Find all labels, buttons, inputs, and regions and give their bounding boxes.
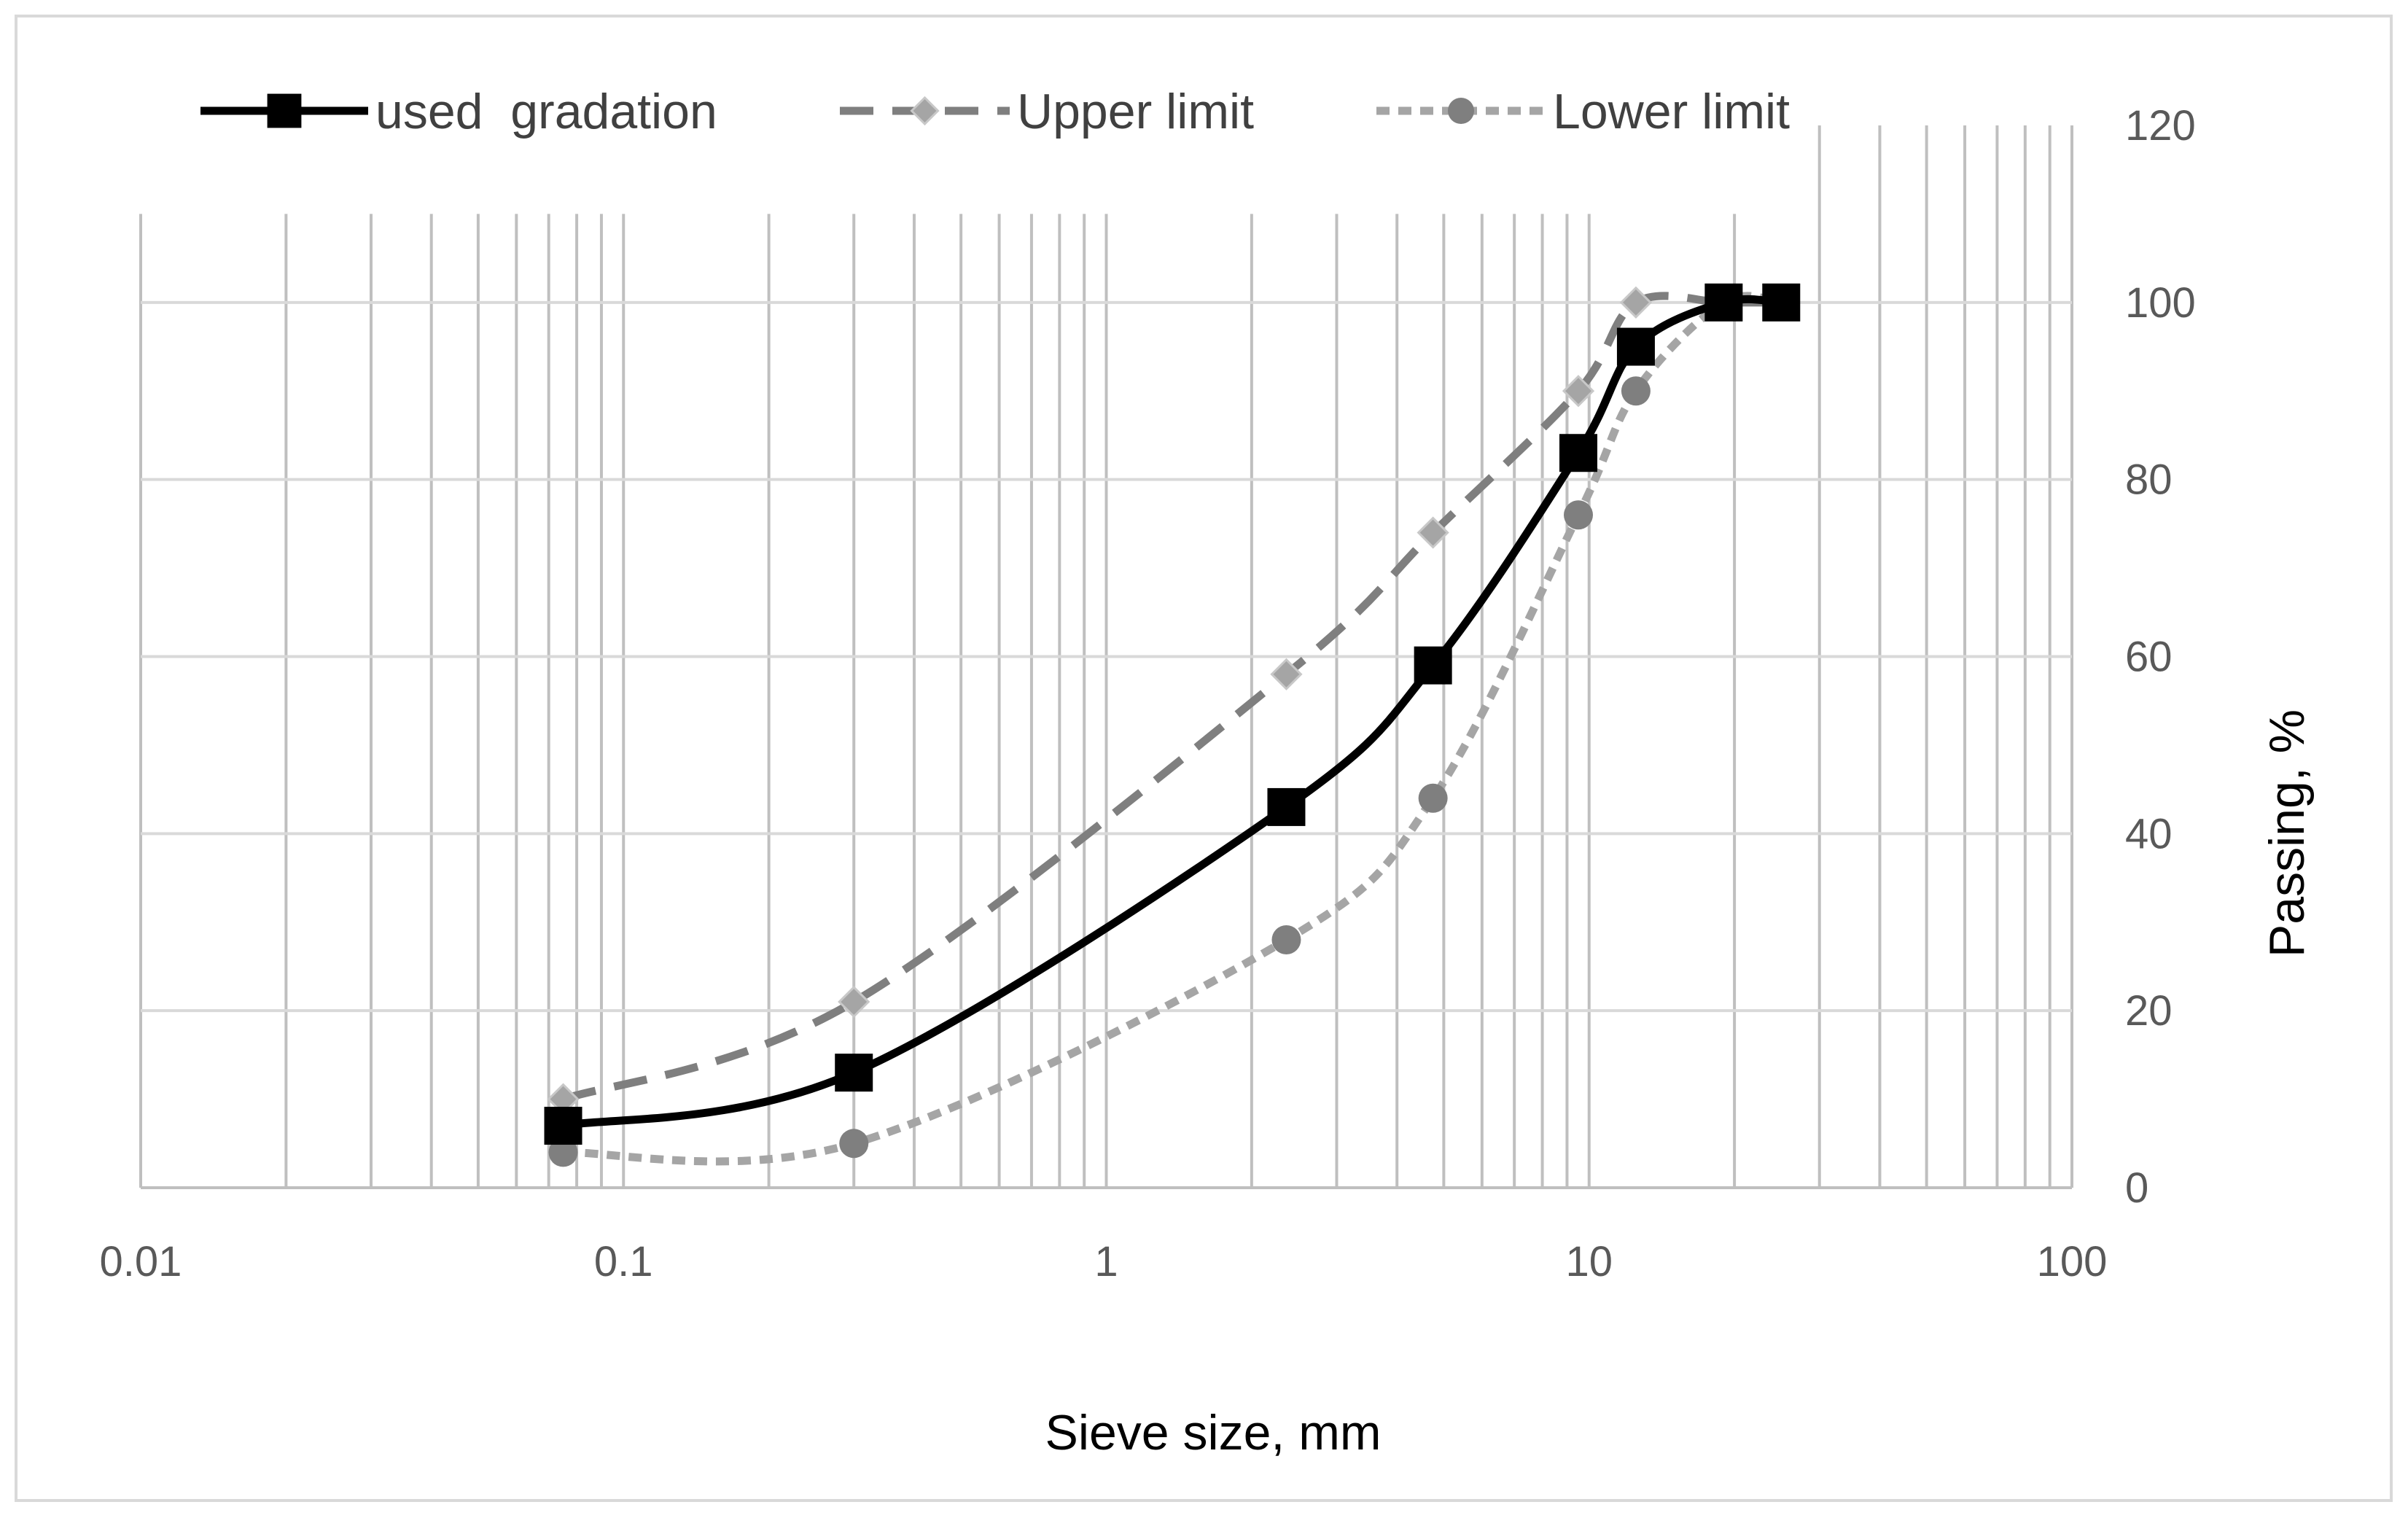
data-point bbox=[1559, 434, 1597, 472]
legend-label: used gradation bbox=[375, 84, 717, 139]
data-point bbox=[1562, 375, 1595, 408]
y-tick-label: 120 bbox=[2125, 102, 2196, 149]
data-point bbox=[838, 985, 870, 1019]
legend: used gradation Upper limit Lower limit bbox=[200, 84, 1790, 139]
data-point bbox=[1417, 516, 1449, 549]
data-point bbox=[1270, 658, 1303, 690]
y-axis-title: Passing, % bbox=[2259, 709, 2315, 957]
data-point bbox=[1619, 286, 1653, 319]
series-markers bbox=[544, 283, 1801, 1167]
y-tick-label: 40 bbox=[2125, 810, 2173, 857]
y-tick-label: 20 bbox=[2125, 987, 2173, 1035]
data-point bbox=[1616, 327, 1655, 366]
data-point bbox=[839, 1129, 869, 1159]
x-tick-label: 1 bbox=[1094, 1238, 1118, 1285]
data-point bbox=[544, 1107, 582, 1145]
x-tick-label: 0.1 bbox=[594, 1238, 653, 1285]
grid bbox=[139, 125, 2073, 1189]
x-axis-title: Sieve size, mm bbox=[1045, 1405, 1382, 1460]
x-tick-label: 10 bbox=[1565, 1238, 1613, 1285]
data-point bbox=[1267, 787, 1306, 826]
x-tick-label: 100 bbox=[2037, 1238, 2108, 1285]
data-point bbox=[1704, 283, 1743, 322]
y-tick-label: 100 bbox=[2125, 279, 2196, 327]
series-lines bbox=[559, 292, 1785, 1166]
legend-label: Upper limit bbox=[1017, 84, 1254, 139]
data-point bbox=[548, 1137, 578, 1167]
series-line-1 bbox=[561, 292, 1782, 1103]
x-tick-label: 0.01 bbox=[100, 1238, 182, 1285]
data-point bbox=[835, 1054, 873, 1092]
legend-label: Lower limit bbox=[1553, 84, 1790, 139]
data-point bbox=[1414, 646, 1452, 685]
legend-marker bbox=[267, 93, 302, 128]
data-point bbox=[1418, 783, 1448, 813]
y-tick-label: 80 bbox=[2125, 456, 2173, 504]
data-point bbox=[1563, 500, 1593, 530]
data-point bbox=[1271, 925, 1301, 955]
axis-ticks: 0.01 0.1 1 10 100 0 20 40 60 80 100 120 bbox=[100, 102, 2196, 1285]
data-point bbox=[1762, 283, 1801, 322]
y-tick-label: 0 bbox=[2125, 1164, 2148, 1212]
data-point bbox=[1621, 376, 1651, 406]
legend-marker bbox=[910, 96, 940, 126]
y-tick-label: 60 bbox=[2125, 634, 2173, 681]
legend-marker bbox=[1448, 98, 1474, 124]
